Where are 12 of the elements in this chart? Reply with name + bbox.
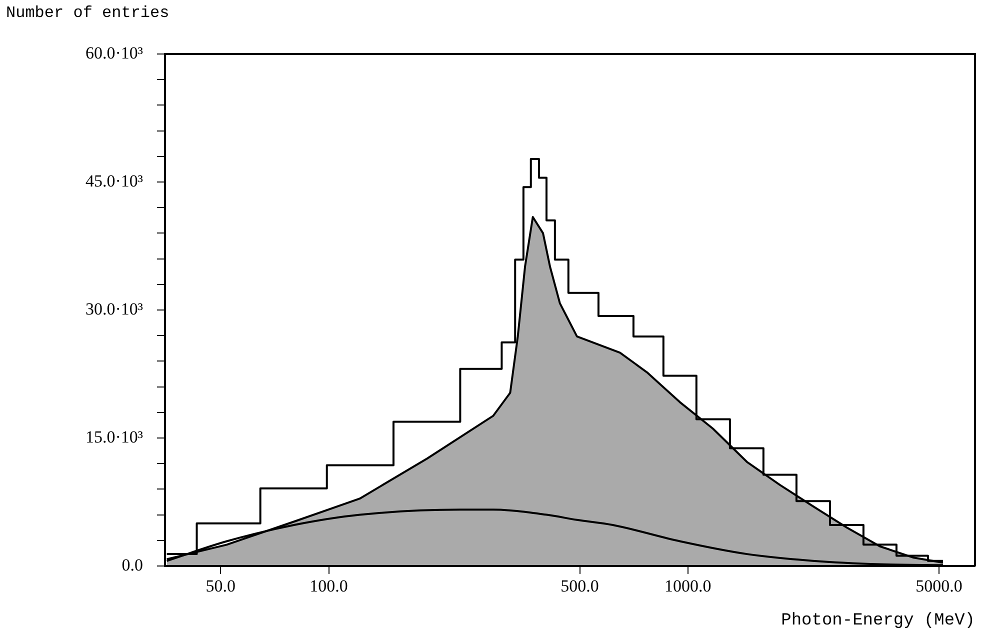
y-axis-title: Number of entries	[6, 4, 170, 22]
x-tick-label: 5000.0	[916, 576, 962, 596]
x-tick-label: 100.0	[310, 576, 348, 596]
x-tick-label: 50.0	[206, 576, 236, 596]
x-axis-title: Photon-Energy (MeV)	[781, 611, 975, 630]
x-tick-label: 1000.0	[664, 576, 712, 596]
y-tick-label: 60.0·10³	[85, 43, 143, 62]
y-tick-label: 30.0·10³	[85, 299, 143, 318]
y-tick-label: 15.0·10³	[85, 427, 143, 446]
y-tick-label: 45.0·10³	[85, 171, 143, 190]
x-tick-label: 500.0	[560, 576, 599, 596]
y-tick-label: 0.0	[122, 555, 143, 574]
